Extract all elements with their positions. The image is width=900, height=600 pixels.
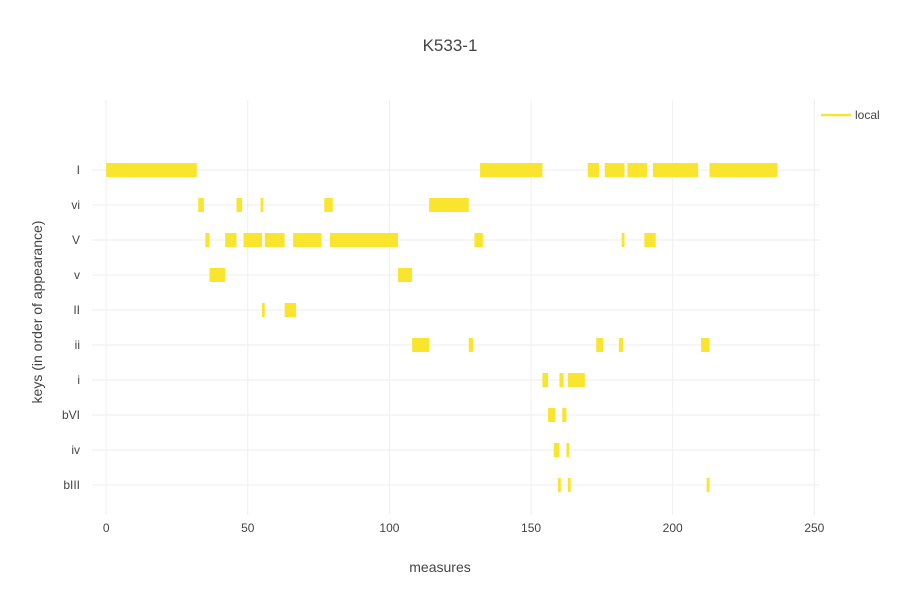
segment-ii[interactable] xyxy=(618,338,624,352)
x-tick-label: 200 xyxy=(663,521,683,535)
y-tick-label: iv xyxy=(71,443,80,457)
y-tick-label: ii xyxy=(75,338,80,352)
segment-ii[interactable] xyxy=(468,338,473,352)
segment-vi[interactable] xyxy=(198,198,204,212)
segments xyxy=(106,163,778,492)
segment-vi[interactable] xyxy=(429,198,469,212)
segment-II[interactable] xyxy=(261,303,265,317)
segment-V[interactable] xyxy=(644,233,656,247)
segment-vi[interactable] xyxy=(260,198,264,212)
legend-label: local xyxy=(855,108,880,122)
x-tick-label: 0 xyxy=(103,521,110,535)
segment-bIII[interactable] xyxy=(557,478,561,492)
segment-I[interactable] xyxy=(587,163,600,177)
x-tick-label: 250 xyxy=(804,521,824,535)
segment-iv[interactable] xyxy=(566,443,570,457)
y-tick-label: bVI xyxy=(62,408,80,422)
legend[interactable]: local xyxy=(821,108,880,122)
gridlines xyxy=(92,100,820,515)
y-tick-label: II xyxy=(73,303,80,317)
segment-v[interactable] xyxy=(397,268,413,282)
segment-II[interactable] xyxy=(284,303,296,317)
segment-I[interactable] xyxy=(480,163,543,177)
segment-ii[interactable] xyxy=(596,338,604,352)
segment-bVI[interactable] xyxy=(562,408,567,422)
segment-I[interactable] xyxy=(709,163,778,177)
segment-ii[interactable] xyxy=(701,338,710,352)
segment-V[interactable] xyxy=(243,233,262,247)
y-tick-label: I xyxy=(77,163,80,177)
segment-bIII[interactable] xyxy=(706,478,710,492)
x-tick-label: 150 xyxy=(521,521,541,535)
segment-I[interactable] xyxy=(106,163,197,177)
segment-V[interactable] xyxy=(225,233,237,247)
segment-V[interactable] xyxy=(621,233,625,247)
y-tick-label: i xyxy=(77,373,80,387)
y-tick-label: vi xyxy=(71,198,80,212)
segment-V[interactable] xyxy=(474,233,483,247)
segment-V[interactable] xyxy=(205,233,210,247)
chart-title: K533-1 xyxy=(423,36,478,55)
segment-ii[interactable] xyxy=(412,338,430,352)
segment-iv[interactable] xyxy=(553,443,560,457)
segment-I[interactable] xyxy=(652,163,699,177)
segment-I[interactable] xyxy=(627,163,648,177)
segment-bVI[interactable] xyxy=(548,408,556,422)
segment-bIII[interactable] xyxy=(567,478,571,492)
segment-i[interactable] xyxy=(567,373,585,387)
segment-v[interactable] xyxy=(209,268,226,282)
x-axis-label: measures xyxy=(409,559,470,575)
segment-V[interactable] xyxy=(264,233,285,247)
y-tick-label: bIII xyxy=(63,478,80,492)
x-tick-label: 50 xyxy=(241,521,255,535)
y-axis-label: keys (in order of appearance) xyxy=(29,221,45,404)
segment-V[interactable] xyxy=(329,233,398,247)
segment-vi[interactable] xyxy=(236,198,243,212)
segment-V[interactable] xyxy=(293,233,322,247)
segment-i[interactable] xyxy=(542,373,549,387)
segment-vi[interactable] xyxy=(324,198,333,212)
x-tick-labels: 0 50 100 150 200 250 xyxy=(103,521,825,535)
segment-I[interactable] xyxy=(604,163,625,177)
y-tick-label: v xyxy=(74,268,80,282)
y-tick-label: V xyxy=(72,233,80,247)
segment-i[interactable] xyxy=(559,373,564,387)
x-tick-label: 100 xyxy=(379,521,399,535)
